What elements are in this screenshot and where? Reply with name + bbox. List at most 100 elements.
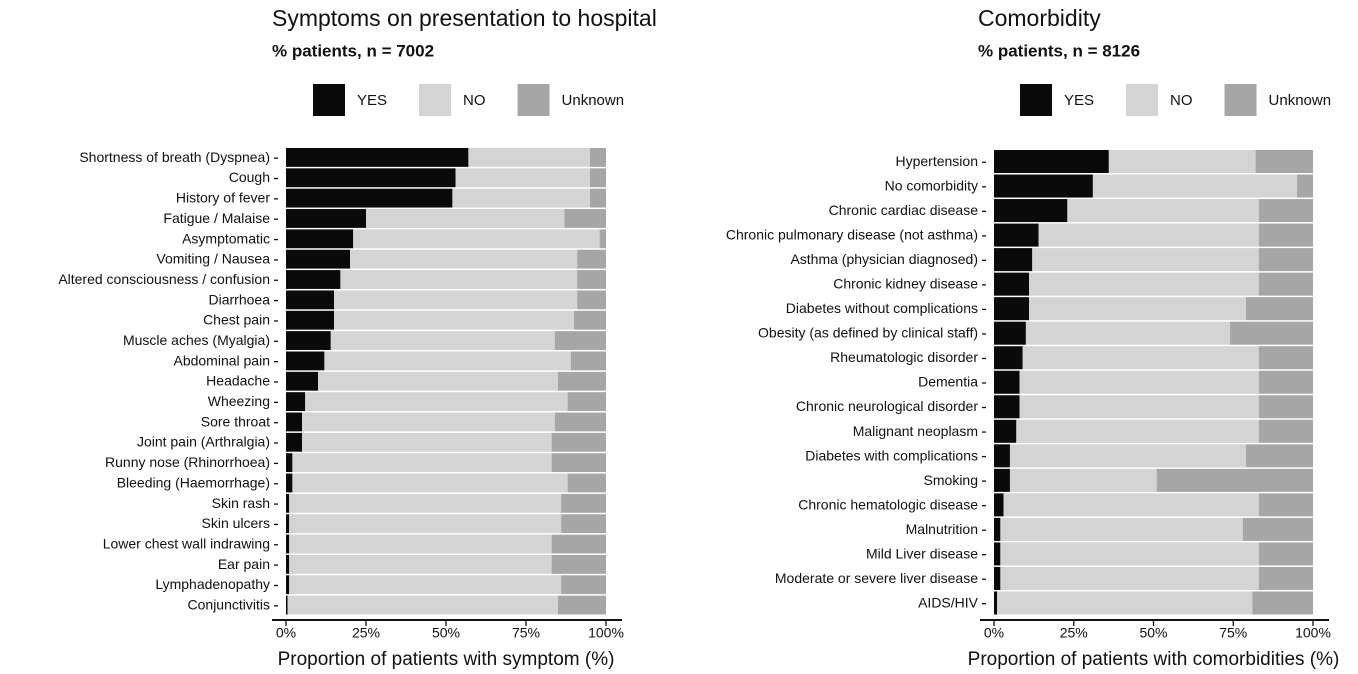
bar-segment [286, 534, 290, 554]
legend-label: YES [357, 92, 387, 109]
y-tick-label: Skin rash [212, 495, 270, 511]
y-tick-label: Skin ulcers [202, 515, 270, 531]
y-tick-label: Diabetes without complications [786, 300, 978, 316]
y-tick-label: Smoking [924, 472, 978, 488]
bar-segment [286, 493, 290, 513]
bar-segment [286, 209, 366, 228]
y-tick-label: Chronic neurological disorder [796, 398, 978, 414]
bar-segment [1258, 370, 1313, 394]
bar-segment [1038, 223, 1259, 247]
y-tick-label: Malnutrition [906, 521, 978, 537]
bar-segment [994, 370, 1020, 394]
bar-segment [286, 412, 302, 432]
bar-segment [1029, 297, 1247, 321]
bar-segment [1258, 395, 1313, 419]
y-tick-label: Chest pain [203, 312, 270, 328]
bar-segment [1258, 493, 1313, 517]
chart-subtitle: % patients, n = 7002 [272, 41, 434, 60]
bar-segment [994, 517, 1001, 541]
bar-segment [1019, 395, 1259, 419]
bar-segment [1246, 444, 1313, 468]
chart-subtitle: % patients, n = 8126 [978, 41, 1140, 60]
bar-segment [1108, 150, 1256, 174]
bar-segment [561, 514, 606, 534]
bar-segment [353, 229, 600, 249]
y-tick-label: Ear pain [218, 556, 270, 572]
bar-segment [590, 188, 606, 208]
bar-segment [590, 168, 606, 188]
y-tick-label: Dementia [918, 374, 978, 390]
bar-segment [599, 229, 606, 249]
bar-segment [289, 514, 562, 534]
bar-segment [286, 229, 354, 249]
bar-segment [1255, 150, 1313, 174]
bar-segment [577, 270, 606, 289]
x-tick-label: 100% [1295, 625, 1331, 641]
x-tick-label: 75% [1219, 625, 1247, 641]
bar-segment [1258, 199, 1313, 223]
bar-segment [286, 270, 341, 289]
y-tick-label: Sore throat [201, 413, 270, 429]
bar-segment [452, 188, 590, 208]
bar-segment [286, 473, 293, 493]
bar-segment [324, 351, 571, 371]
bar-segment [567, 473, 606, 493]
bar-segment [994, 493, 1004, 517]
bar-segment [994, 566, 1001, 590]
bar-segment [286, 351, 325, 371]
bar-segment [577, 249, 606, 269]
bar-segment [1258, 272, 1313, 296]
bar-segment [1022, 346, 1259, 370]
y-tick-label: Mild Liver disease [866, 545, 978, 561]
bar-segment [994, 468, 1010, 492]
y-tick-label: Asymptomatic [182, 230, 270, 246]
legend-label: Unknown [562, 92, 625, 109]
y-tick-label: Headache [206, 373, 270, 389]
bar-segment [994, 444, 1010, 468]
bar-segment [1258, 419, 1313, 443]
bar-segment [554, 412, 606, 432]
bar-segment [994, 248, 1033, 272]
legend-swatch [517, 84, 550, 116]
y-tick-label: Lymphadenopathy [155, 576, 270, 592]
y-tick-label: Conjunctivitis [188, 597, 270, 613]
bar-segment [455, 168, 590, 188]
bar-segment [286, 432, 302, 452]
bar-segment [286, 188, 453, 208]
y-tick-label: Bleeding (Haemorrhage) [117, 474, 270, 490]
bar-segment [302, 412, 555, 432]
bar-segment [286, 554, 290, 574]
bar-segment [468, 148, 590, 167]
bar-segment [1000, 542, 1259, 566]
y-tick-label: Joint pain (Arthralgia) [137, 434, 270, 450]
x-tick-label: 25% [352, 625, 380, 641]
y-tick-label: Lower chest wall indrawing [103, 535, 270, 551]
chart-title: Symptoms on presentation to hospital [272, 5, 657, 31]
legend-swatch [1126, 84, 1159, 116]
bar-segment [1258, 542, 1313, 566]
x-tick-label: 0% [276, 625, 296, 641]
bar-segment [574, 310, 606, 330]
x-axis-label: Proportion of patients with symptom (%) [278, 649, 615, 670]
bar-segment [1009, 444, 1247, 468]
bar-segment [561, 575, 606, 595]
bar-segment [289, 534, 552, 554]
legend-label: Unknown [1269, 92, 1332, 109]
bar-segment [558, 371, 606, 391]
bar-segment [1003, 493, 1259, 517]
bar-segment [1025, 321, 1231, 345]
bar-segment [1242, 517, 1313, 541]
bar-segment [302, 432, 552, 452]
bar-segment [286, 310, 334, 330]
x-tick-label: 0% [984, 625, 1004, 641]
bar-segment [334, 310, 574, 330]
bar-segment [1016, 419, 1259, 443]
bar-segment [994, 297, 1030, 321]
bar-segment [286, 514, 290, 534]
bar-segment [994, 321, 1026, 345]
y-tick-label: Altered consciousness / confusion [58, 271, 270, 287]
bar-segment [558, 595, 606, 615]
y-tick-label: Abdominal pain [173, 352, 270, 368]
